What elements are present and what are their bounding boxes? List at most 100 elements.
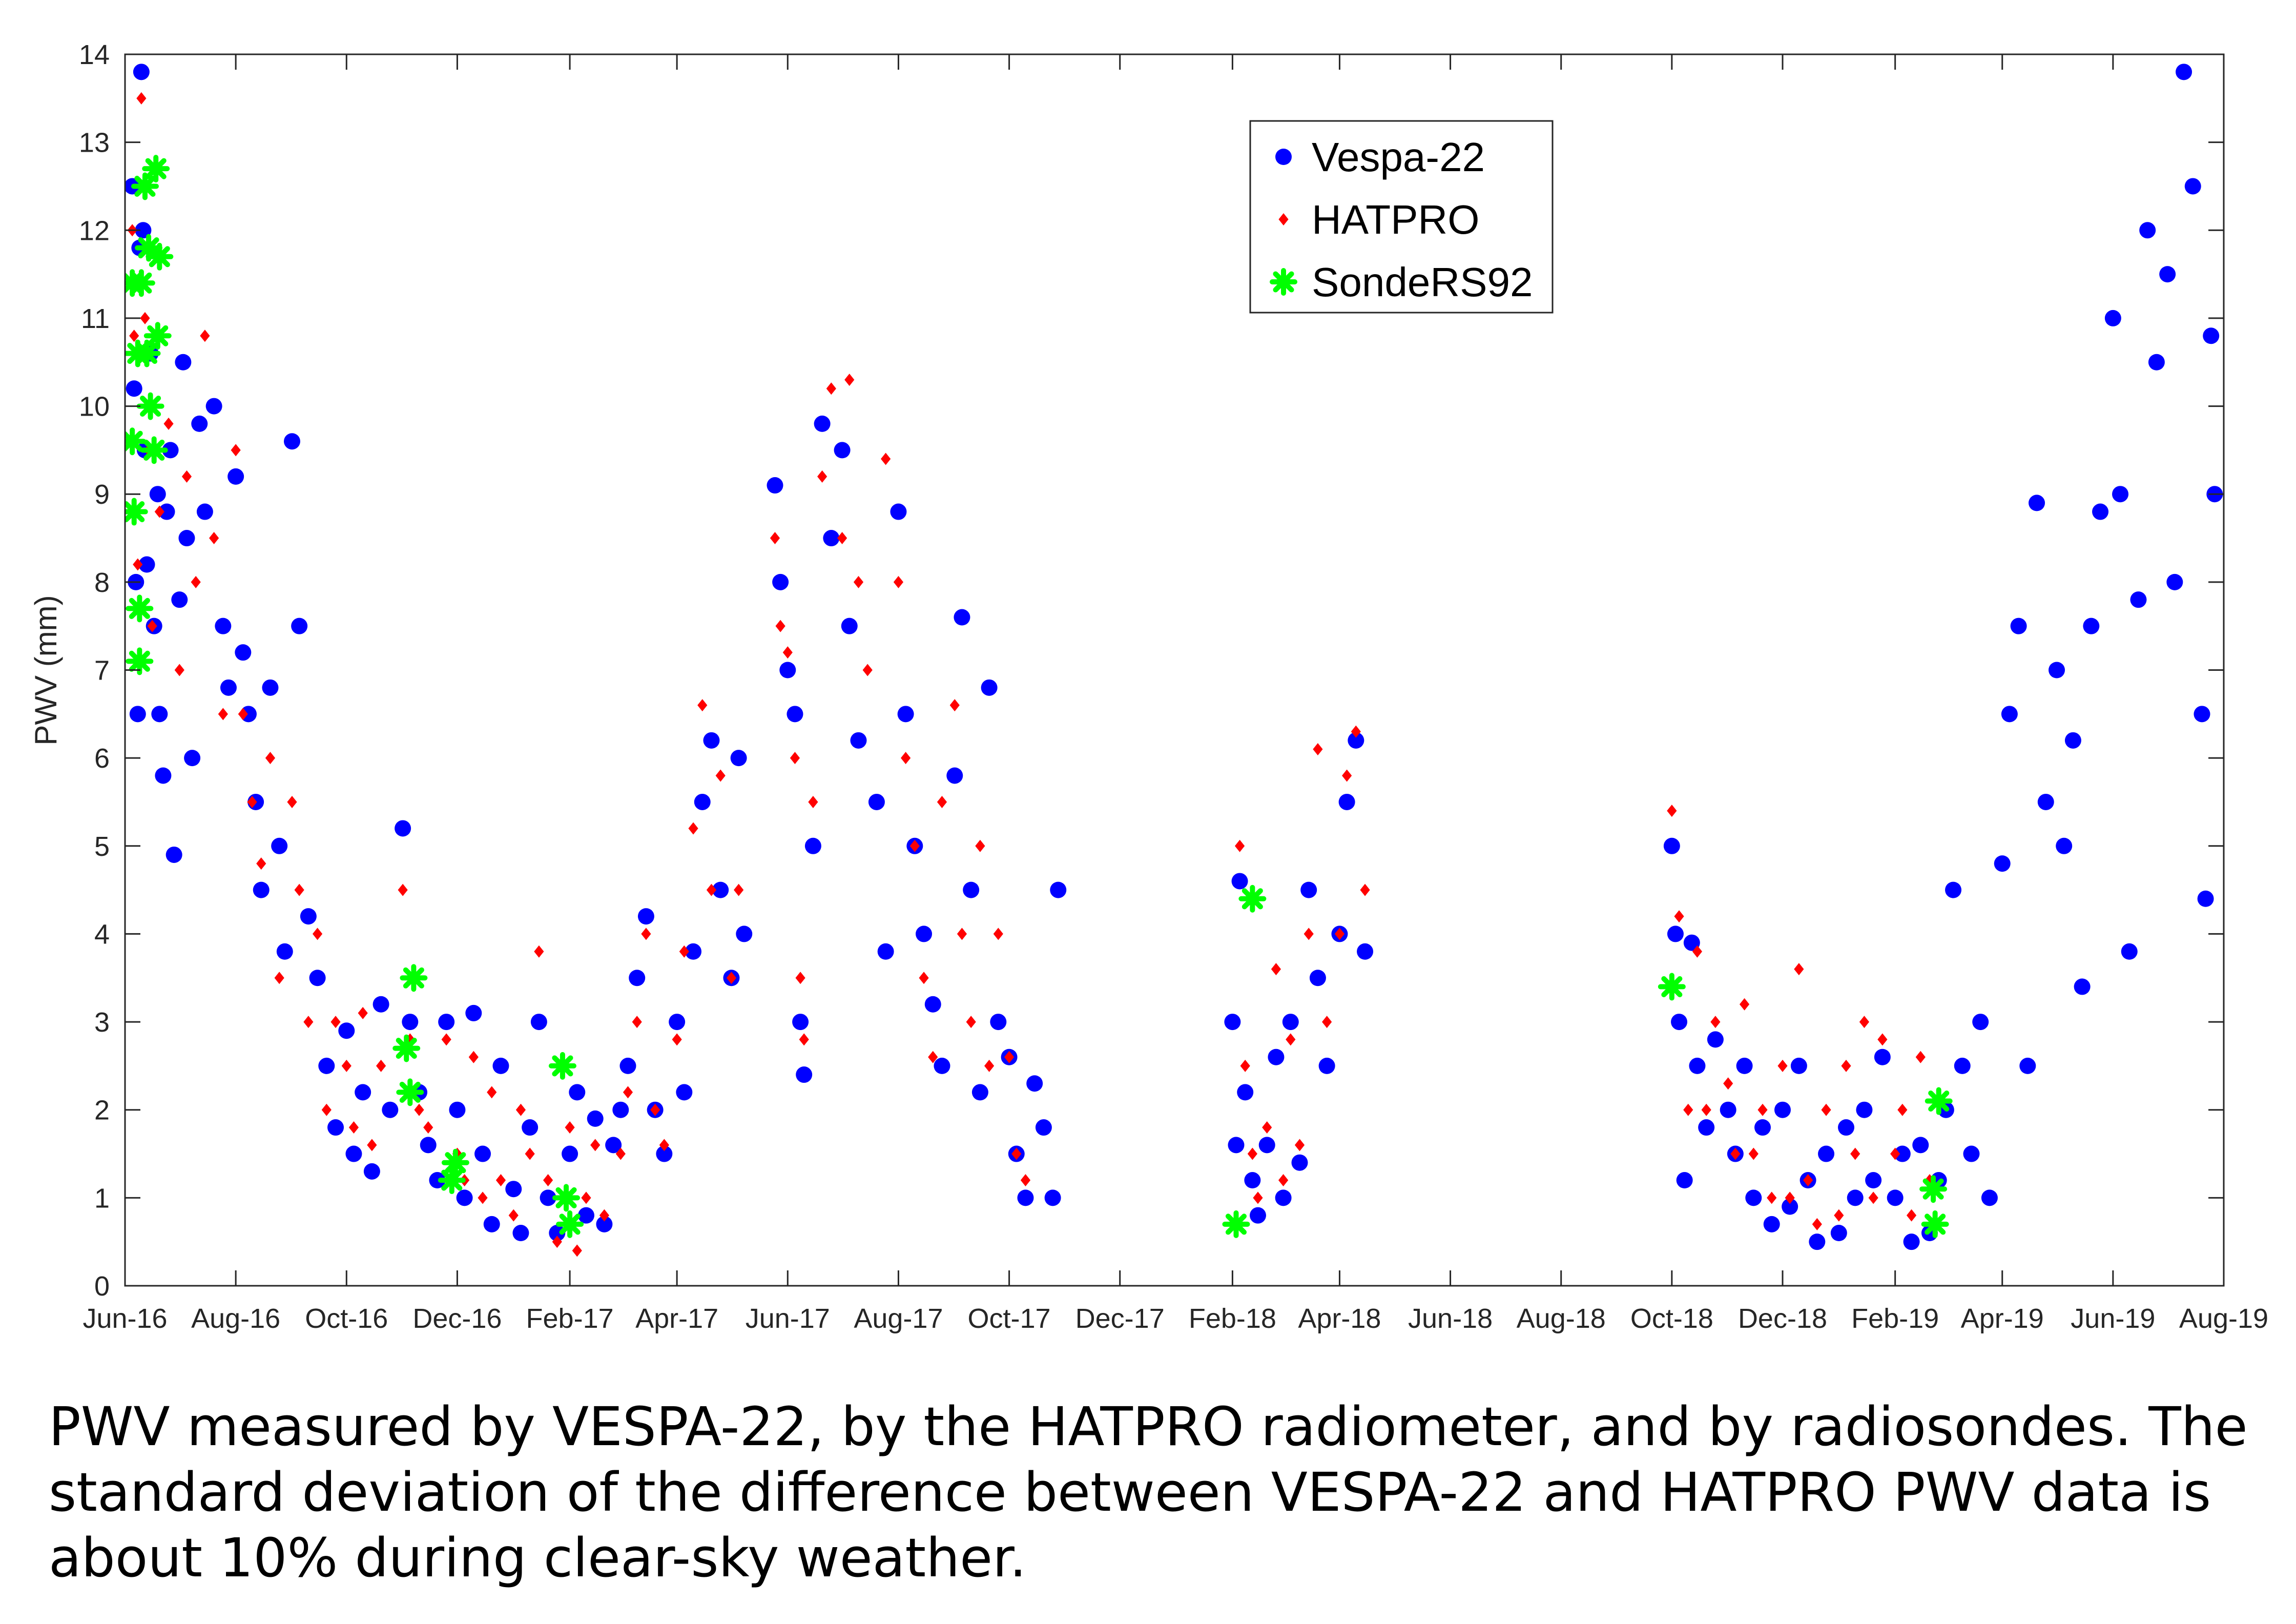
data-point	[166, 846, 182, 863]
data-point	[877, 943, 894, 960]
data-point	[1244, 1172, 1261, 1189]
data-point	[1304, 928, 1314, 940]
data-point	[1286, 1033, 1296, 1046]
data-point	[247, 795, 257, 808]
data-point	[441, 1148, 469, 1177]
data-point	[1897, 1103, 1908, 1116]
data-point	[2049, 662, 2065, 679]
data-point	[2029, 495, 2045, 511]
data-point	[191, 415, 208, 432]
data-point	[136, 392, 164, 420]
data-point	[1994, 855, 2011, 872]
data-point	[672, 1033, 682, 1046]
data-point	[512, 1225, 529, 1242]
data-point	[253, 881, 270, 898]
series-sonders92	[125, 155, 1953, 1238]
y-tick-label: 3	[94, 1007, 110, 1038]
data-point	[1850, 1147, 1860, 1160]
data-point	[619, 1057, 636, 1074]
data-point	[1777, 1059, 1788, 1072]
data-point	[218, 708, 228, 721]
data-point	[271, 837, 288, 854]
y-tick-label: 4	[94, 919, 110, 950]
data-point	[808, 795, 818, 808]
data-point	[796, 1066, 813, 1083]
data-point	[149, 486, 166, 503]
data-point	[330, 1016, 341, 1029]
data-point	[850, 732, 867, 749]
data-point	[868, 793, 885, 810]
legend-label: HATPRO	[1312, 197, 1479, 242]
data-point	[363, 1163, 380, 1180]
data-point	[694, 793, 711, 810]
data-point	[1925, 1087, 1953, 1115]
data-point	[1237, 1084, 1254, 1101]
data-point	[1278, 1174, 1289, 1187]
data-point	[534, 945, 544, 958]
data-point	[1887, 1189, 1904, 1206]
data-point	[837, 532, 847, 545]
data-point	[1890, 1147, 1900, 1160]
data-point	[949, 699, 960, 712]
x-tick-label: Oct-16	[305, 1303, 388, 1334]
data-point	[291, 618, 308, 634]
x-tick-label: Dec-17	[1075, 1303, 1165, 1334]
data-point	[1351, 725, 1361, 738]
data-point	[140, 312, 150, 324]
data-point	[893, 575, 904, 588]
data-point	[175, 354, 192, 371]
data-point	[1357, 943, 1374, 960]
data-point	[402, 1014, 419, 1031]
data-point	[623, 1086, 633, 1099]
data-point	[1723, 1077, 1733, 1090]
x-tick-label: Feb-19	[1851, 1303, 1939, 1334]
x-tick-label: Apr-19	[1961, 1303, 2044, 1334]
data-point	[1313, 743, 1323, 755]
data-point	[934, 1057, 950, 1074]
data-point	[146, 242, 174, 271]
data-point	[171, 591, 188, 608]
data-point	[637, 908, 654, 925]
data-point	[957, 928, 967, 940]
data-point	[587, 1110, 604, 1127]
data-point	[826, 382, 836, 395]
data-point	[508, 1209, 519, 1222]
data-point	[552, 1184, 581, 1212]
data-point	[562, 1145, 578, 1162]
data-point	[1790, 1057, 1807, 1074]
data-point	[438, 1014, 455, 1031]
data-point	[1004, 1051, 1015, 1063]
x-tick-label: Apr-17	[635, 1303, 718, 1334]
data-point	[438, 1166, 466, 1195]
data-point	[1847, 1189, 1864, 1206]
data-point	[200, 330, 210, 342]
data-point	[993, 928, 1003, 940]
data-point	[685, 943, 702, 960]
data-point	[1262, 1121, 1272, 1134]
data-point	[174, 664, 184, 676]
data-point	[688, 822, 698, 835]
legend-label: SondeRS92	[1312, 259, 1533, 305]
data-point	[1812, 1218, 1822, 1230]
data-point	[730, 750, 747, 767]
data-point	[946, 767, 963, 784]
data-point	[679, 945, 689, 958]
y-tick-label: 13	[79, 128, 110, 158]
data-point	[227, 468, 244, 485]
series-hatpro	[127, 92, 1935, 1257]
data-point	[659, 1139, 669, 1152]
data-point	[181, 470, 192, 483]
data-point	[309, 970, 326, 986]
data-point	[1020, 1174, 1031, 1187]
data-point	[125, 427, 147, 456]
data-point	[1730, 1147, 1741, 1160]
data-point	[966, 1016, 976, 1029]
data-point	[2148, 354, 2165, 371]
data-point	[376, 1059, 386, 1072]
data-point	[990, 1014, 1007, 1031]
data-point	[1348, 732, 1364, 749]
data-point	[133, 339, 161, 367]
data-point	[131, 172, 159, 200]
data-point	[1906, 1209, 1917, 1222]
